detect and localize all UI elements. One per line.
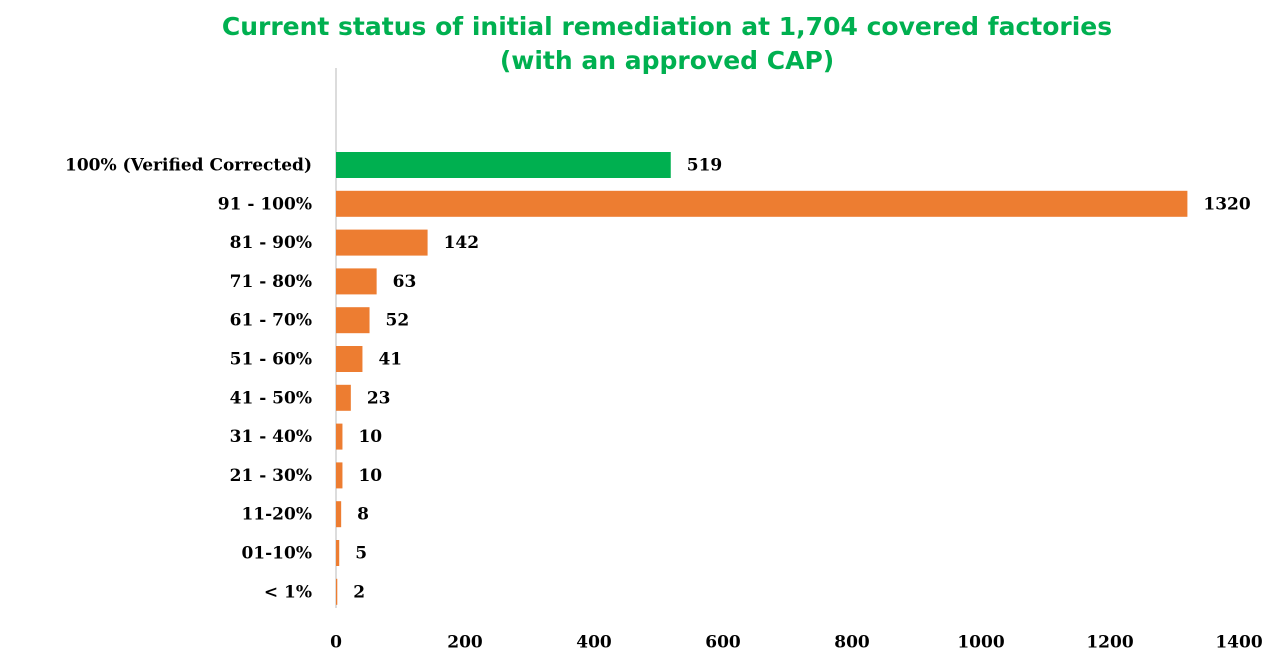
x-tick-label: 200 xyxy=(447,633,483,653)
bar xyxy=(336,423,343,450)
x-tick-label: 400 xyxy=(576,633,612,653)
y-tick-label: 11-20% xyxy=(241,505,312,525)
x-tick-label: 1000 xyxy=(957,633,1004,653)
value-label: 519 xyxy=(687,156,723,176)
y-tick-label: 61 - 70% xyxy=(230,311,312,331)
y-tick-label: 51 - 60% xyxy=(230,350,312,370)
y-tick-label: 01-10% xyxy=(241,544,312,564)
bar xyxy=(336,152,671,178)
bar xyxy=(336,462,343,489)
value-label: 63 xyxy=(393,272,417,292)
bar xyxy=(336,190,1188,217)
value-label: 41 xyxy=(378,350,402,370)
bar xyxy=(336,540,340,566)
value-label: 10 xyxy=(358,427,382,447)
value-label: 5 xyxy=(355,544,367,564)
value-label: 23 xyxy=(367,388,391,408)
y-tick-label: 71 - 80% xyxy=(230,272,312,292)
y-tick-label: 21 - 30% xyxy=(230,466,312,486)
y-tick-label: 81 - 90% xyxy=(230,233,312,253)
chart-title: Current status of initial remediation at… xyxy=(221,12,1113,75)
bar xyxy=(336,501,342,528)
y-tick-label: < 1% xyxy=(264,582,312,602)
y-tick-label: 31 - 40% xyxy=(230,427,312,447)
value-label: 142 xyxy=(444,233,480,253)
bar xyxy=(336,268,377,295)
value-label: 2 xyxy=(353,582,365,602)
y-tick-label: 100% (Verified Corrected) xyxy=(65,156,312,176)
x-tick-label: 600 xyxy=(705,633,741,653)
x-tick-label: 800 xyxy=(834,633,870,653)
x-tick-label: 0 xyxy=(330,633,342,653)
value-label: 8 xyxy=(357,505,369,525)
bar xyxy=(336,346,363,372)
bar xyxy=(336,307,370,334)
y-tick-label: 41 - 50% xyxy=(230,388,312,408)
x-tick-label: 1400 xyxy=(1215,633,1262,653)
x-tick-label: 1200 xyxy=(1086,633,1133,653)
bar xyxy=(336,384,351,411)
bar xyxy=(336,229,428,256)
value-label: 52 xyxy=(386,311,410,331)
value-label: 1320 xyxy=(1203,194,1250,214)
y-tick-label: 91 - 100% xyxy=(218,194,312,214)
value-label: 10 xyxy=(358,466,382,486)
bar xyxy=(336,578,338,605)
